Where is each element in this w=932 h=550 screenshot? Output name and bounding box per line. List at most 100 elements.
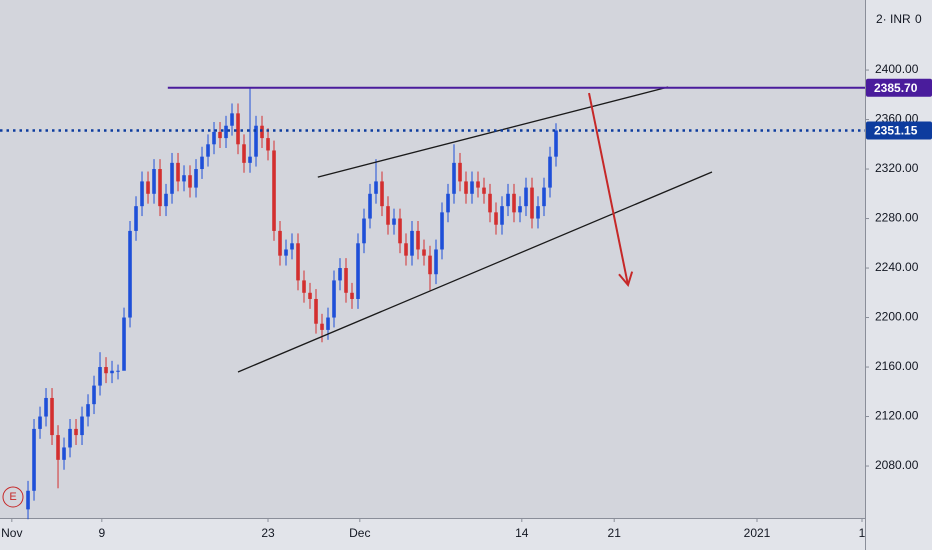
candle-body <box>386 206 390 225</box>
candle-body <box>422 249 426 256</box>
candle-body <box>92 385 96 405</box>
y-tick-label: 2080.00 <box>875 458 919 472</box>
candle-body <box>80 416 84 436</box>
candle-body <box>368 193 372 219</box>
candle-body <box>128 230 132 318</box>
price-label-box <box>866 121 932 140</box>
candle-body <box>188 175 192 188</box>
candle-body <box>512 193 516 213</box>
candle-body <box>56 435 60 460</box>
candle-body <box>434 249 438 275</box>
trendline <box>588 92 629 286</box>
candle-body <box>176 162 180 182</box>
candle-body <box>146 181 150 194</box>
candle-body <box>392 218 396 225</box>
candle-body <box>440 212 444 250</box>
candle-body <box>416 230 420 250</box>
candle-body <box>68 428 72 448</box>
candle-body <box>62 447 66 460</box>
candle-body <box>98 367 102 386</box>
candle-body <box>224 125 228 139</box>
x-tick-label: Nov <box>1 526 22 540</box>
candle-body <box>554 130 558 157</box>
candle-body <box>272 150 276 231</box>
candle-body <box>260 125 264 139</box>
candle-body <box>506 193 510 207</box>
candle-body <box>374 181 378 194</box>
x-tick-label: 1 <box>859 526 866 540</box>
candle-body <box>74 428 78 436</box>
candle-body <box>326 317 330 330</box>
candle-body <box>134 206 138 231</box>
y-tick-label: 2120.00 <box>875 409 919 423</box>
candle-body <box>200 156 204 170</box>
candle-body <box>362 218 366 244</box>
candle-body <box>86 404 90 417</box>
candle-body <box>44 397 48 417</box>
candle-body <box>140 181 144 207</box>
y-tick-label: 2400.00 <box>875 62 919 76</box>
candle-body <box>278 230 282 256</box>
candle-body <box>476 181 480 188</box>
candle-body <box>404 243 408 256</box>
candle-body <box>242 144 246 163</box>
x-tick-label: 14 <box>515 526 529 540</box>
candle-body <box>50 397 54 436</box>
candle-body <box>230 113 234 126</box>
candle-body <box>122 317 126 371</box>
candle-body <box>248 156 252 163</box>
candle-body <box>530 187 534 219</box>
candle-body <box>464 181 468 194</box>
candle-body <box>218 131 222 139</box>
candle-body <box>500 206 504 225</box>
plot-area <box>0 0 865 518</box>
candle-body <box>398 218 402 244</box>
candle-body <box>548 156 552 188</box>
event-badge[interactable] <box>2 486 24 508</box>
candle-body <box>338 268 342 281</box>
candle-body <box>296 243 300 281</box>
price-label: 2351.15 <box>874 124 918 138</box>
candle-body <box>524 187 528 207</box>
currency-extra: 0 <box>915 12 922 26</box>
event-marker[interactable]: E <box>9 491 16 503</box>
candle-body <box>266 138 270 151</box>
candle-body <box>290 243 294 250</box>
y-tick-label: 2320.00 <box>875 161 919 175</box>
candle-body <box>536 206 540 219</box>
y-tick-label: 2200.00 <box>875 310 919 324</box>
price-label-box <box>866 78 932 97</box>
candle-body <box>518 206 522 213</box>
candle-body <box>284 249 288 256</box>
candle-body <box>110 370 114 374</box>
candle-body <box>470 181 474 194</box>
x-tick-label: 21 <box>608 526 622 540</box>
price-label: 2385.70 <box>874 81 918 95</box>
candle-body <box>452 162 456 194</box>
candle-body <box>542 187 546 207</box>
candle-body <box>410 230 414 256</box>
candle-body <box>494 212 498 225</box>
currency-label: 2· INR <box>876 12 911 26</box>
candle-body <box>38 416 42 429</box>
candle-body <box>350 292 354 299</box>
y-tick-label: 2160.00 <box>875 359 919 373</box>
trendline <box>237 171 713 373</box>
candle-body <box>344 268 348 293</box>
candle-body <box>26 490 30 510</box>
x-tick-label: 2021 <box>744 526 771 540</box>
candle-body <box>488 193 492 213</box>
x-tick-label: 23 <box>261 526 275 540</box>
candle-body <box>446 193 450 213</box>
candle-body <box>458 162 462 182</box>
candle-body <box>212 131 216 145</box>
candle-body <box>104 367 108 374</box>
candle-body <box>356 243 360 299</box>
candle-body <box>320 323 324 330</box>
candle-body <box>32 428 36 491</box>
candle-body <box>152 169 156 194</box>
x-tick-label: Dec <box>349 526 370 540</box>
candle-body <box>182 175 186 182</box>
candle-body <box>194 169 198 188</box>
